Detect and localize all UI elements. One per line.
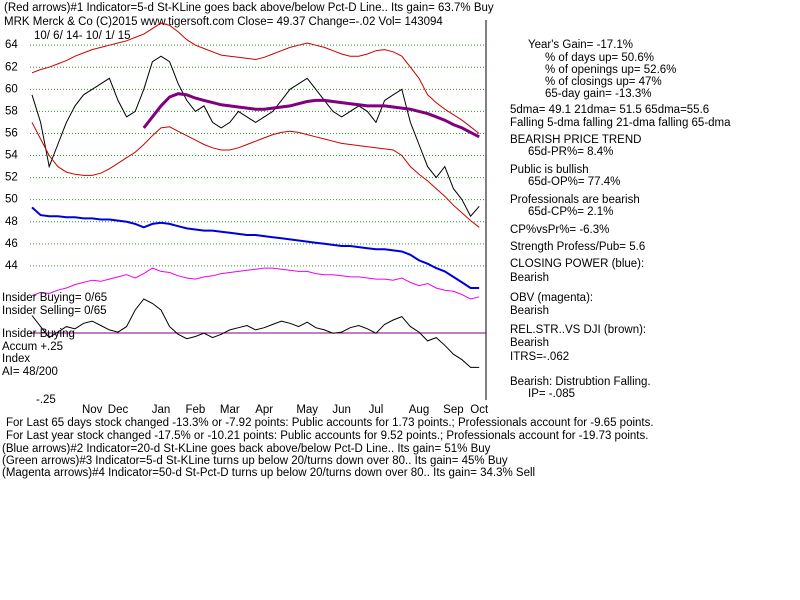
footer-text: (Blue arrows)#2 Indicator=20-d St-KLine … (2, 443, 491, 455)
x-tick-label: Aug (409, 404, 429, 416)
x-tick-label: Jul (369, 404, 384, 416)
panel-text: Professionals are bearish (510, 194, 640, 206)
y-tick-label: 62 (5, 61, 18, 73)
indicator-label: Insider Selling= 0/65 (2, 305, 107, 317)
footer-text: For Last year stock changed -17.5% or -1… (6, 430, 648, 442)
panel-text: OBV (magenta): (510, 292, 593, 304)
panel-text: Year's Gain= -17.1% (528, 39, 633, 51)
panel-text: BEARISH PRICE TREND (510, 134, 641, 146)
footer-text: For Last 65 days stock changed -13.3% or… (6, 417, 654, 429)
series-line (31, 22, 480, 134)
x-tick-label: Feb (185, 404, 205, 416)
panel-text: % of openings up= 52.6% (545, 64, 676, 76)
indicator-label: -.25 (36, 394, 56, 406)
date-range: 10/ 6/ 14- 10/ 1/ 15 (34, 30, 131, 42)
y-tick-label: 50 (5, 194, 18, 206)
series-line (31, 206, 480, 289)
y-tick-label: 60 (5, 83, 18, 95)
panel-text: % of days up= 50.6% (545, 52, 654, 64)
x-tick-label: Mar (220, 404, 240, 416)
panel-text: CP%vsPr%= -6.3% (510, 224, 609, 236)
series-line (31, 122, 480, 228)
panel-text: Strength Profess/Pub= 5.6 (510, 241, 645, 253)
x-tick-label: Jun (332, 404, 351, 416)
x-tick-label: Apr (255, 404, 273, 416)
panel-text: Falling 5-dma falling 21-dma falling 65-… (510, 117, 731, 129)
panel-text: Bearish (510, 272, 549, 284)
panel-text: 5dma= 49.1 21dma= 51.5 65dma=55.6 (510, 104, 709, 116)
panel-text: 65-day gain= -13.3% (545, 88, 651, 100)
x-tick-label: Jan (152, 404, 171, 416)
footer-text: (Green arrows)#3 Indicator=5-d St-KLine … (2, 455, 508, 467)
series-line (142, 92, 480, 139)
x-tick-label: May (296, 404, 318, 416)
x-tick-label: Sep (443, 404, 463, 416)
y-tick-label: 54 (5, 150, 18, 162)
y-tick-label: 56 (5, 127, 18, 139)
panel-text: 65d-PR%= 8.4% (528, 146, 613, 158)
chart-subtitle: MRK Merck & Co (C)2015 www.tigersoft.com… (4, 16, 443, 28)
panel-text: ITRS=-.062 (510, 351, 569, 363)
indicator-label: Accum +.25 (2, 341, 63, 353)
series-line (31, 298, 480, 368)
panel-text: IP= -.085 (528, 388, 575, 400)
indicator-label: Insider Buying= 0/65 (2, 292, 107, 304)
y-tick-label: 58 (5, 105, 18, 117)
x-tick-label: Dec (108, 404, 129, 416)
panel-text: Bearish (510, 337, 549, 349)
y-tick-label: 44 (5, 260, 18, 272)
footer-text: (Magenta arrows)#4 Indicator=50-d St-Pct… (2, 467, 535, 479)
panel-text: 65d-OP%= 77.4% (528, 176, 620, 188)
y-tick-label: 64 (5, 39, 18, 51)
indicator-label: Insider Buying (2, 328, 75, 340)
indicator-label: Index (2, 353, 30, 365)
panel-text: CLOSING POWER (blue): (510, 258, 644, 270)
series-line (31, 55, 480, 218)
chart-title: (Red arrows)#1 Indicator=5-d St-KLine go… (4, 2, 494, 14)
y-tick-label: 46 (5, 238, 18, 250)
x-tick-label: Oct (470, 404, 489, 416)
series-line (31, 267, 480, 300)
panel-text: Public is bullish (510, 164, 589, 176)
panel-text: Bearish: Distrubtion Falling. (510, 376, 651, 388)
y-tick-label: 48 (5, 216, 18, 228)
y-tick-label: 52 (5, 172, 18, 184)
panel-text: REL.STR..VS DJI (brown): (510, 324, 646, 336)
panel-text: 65d-CP%= 2.1% (528, 206, 613, 218)
panel-text: Bearish (510, 305, 549, 317)
indicator-label: AI= 48/200 (2, 366, 58, 378)
x-tick-label: Nov (82, 404, 103, 416)
panel-text: % of closings up= 47% (545, 76, 662, 88)
